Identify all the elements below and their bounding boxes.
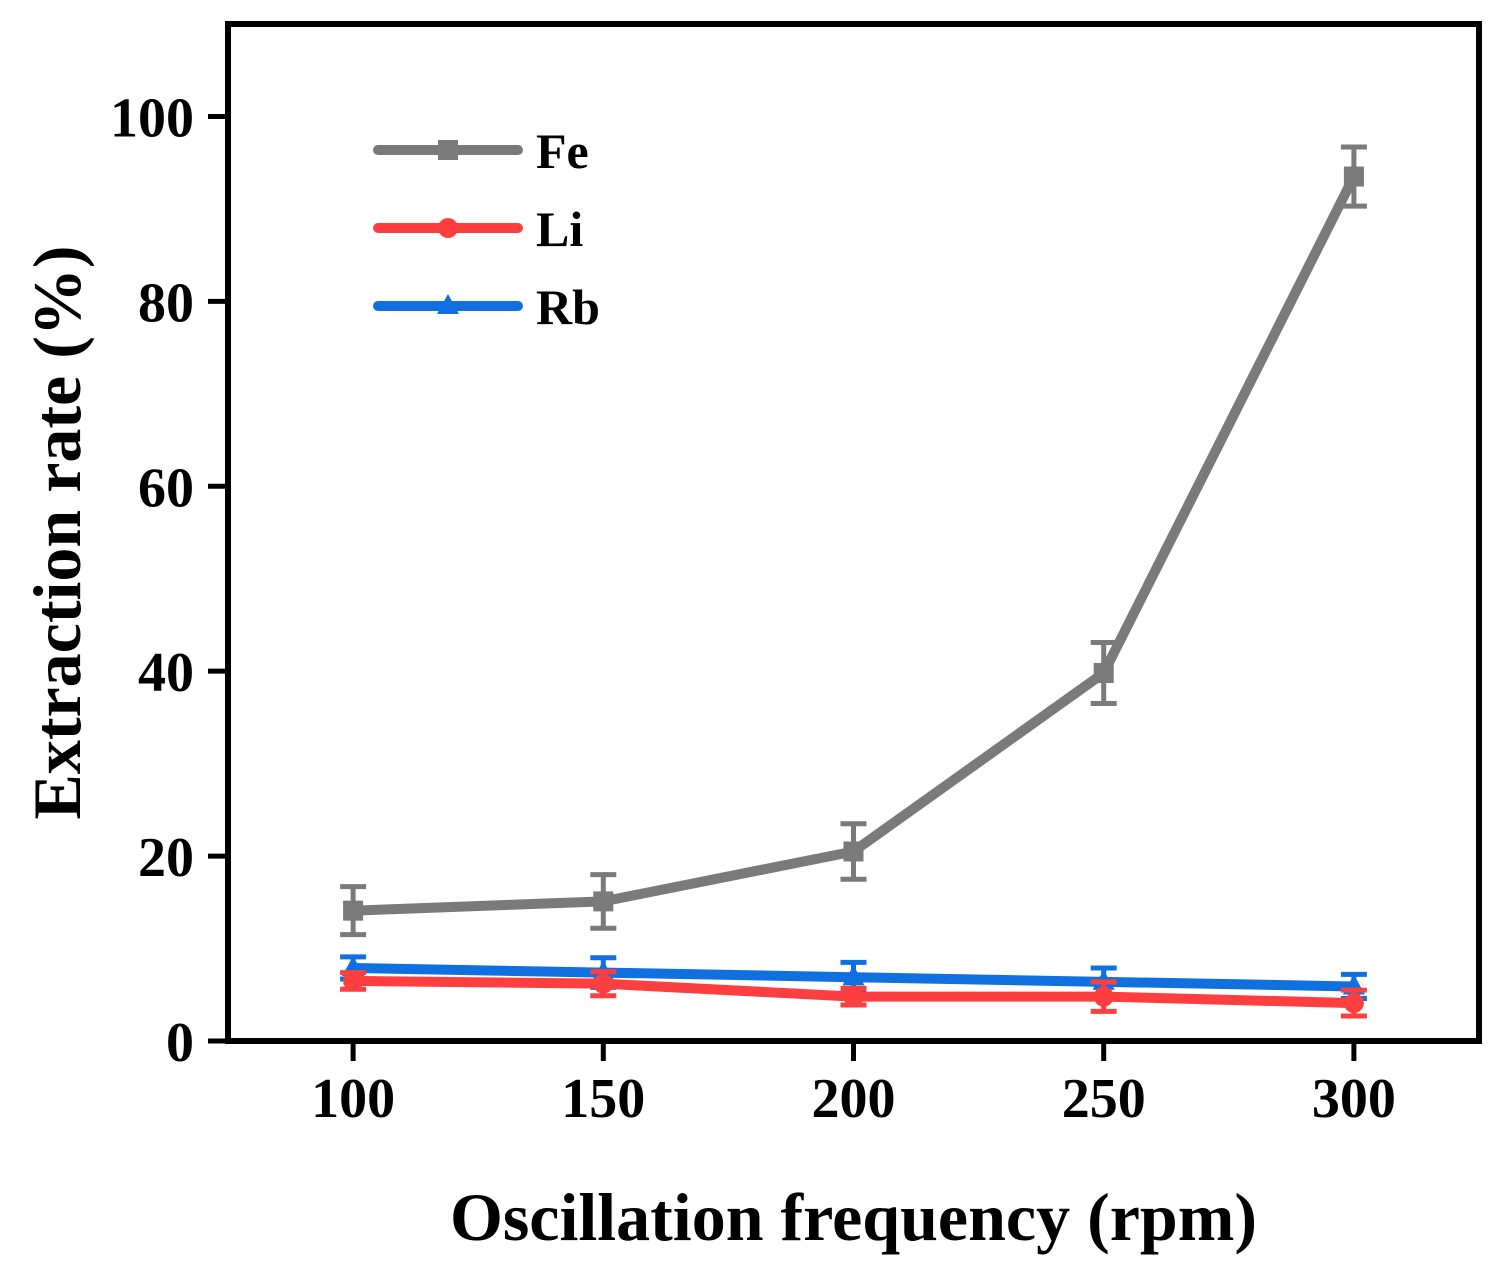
- y-tick-label-100: 100: [110, 87, 194, 149]
- x-tick-label-200: 200: [812, 1068, 896, 1130]
- point-fe-300: [1343, 166, 1364, 187]
- point-li-250: [1093, 986, 1114, 1007]
- legend: Fe Li Rb: [373, 123, 600, 335]
- series-layer: [340, 144, 1367, 1019]
- legend-marker-rb: [437, 294, 459, 314]
- x-axis-title: Oscillation frequency (rpm): [450, 1179, 1257, 1255]
- point-li-150: [593, 973, 614, 994]
- series-line-fe: [352, 174, 1359, 916]
- legend-label-li: Li: [536, 201, 583, 257]
- series-li: [340, 969, 1367, 1019]
- point-rb-200: [842, 965, 865, 986]
- legend-label-rb: Rb: [536, 279, 600, 335]
- legend-marker-li: [438, 218, 458, 238]
- x-tick-label-300: 300: [1312, 1068, 1396, 1130]
- y-axis-title: Extraction rate (%): [19, 245, 95, 819]
- plot-frame: [225, 21, 1482, 1044]
- x-tick-label-150: 150: [561, 1068, 645, 1130]
- point-li-200: [843, 986, 864, 1007]
- x-tick-label-100: 100: [311, 1068, 395, 1130]
- legend-marker-fe: [438, 140, 458, 160]
- y-tick-label-20: 20: [138, 827, 194, 889]
- y-tick-label-40: 40: [138, 642, 194, 704]
- y-tick-label-80: 80: [138, 272, 194, 334]
- legend-item-fe: Fe: [373, 123, 589, 179]
- legend-label-fe: Fe: [536, 123, 589, 179]
- series-fe: [340, 144, 1367, 938]
- y-tick-label-60: 60: [138, 457, 194, 519]
- point-fe-250: [1093, 663, 1114, 684]
- x-tick-label-250: 250: [1062, 1068, 1146, 1130]
- legend-item-li: Li: [373, 201, 583, 257]
- point-fe-100: [343, 900, 364, 921]
- y-tick-label-0: 0: [166, 1012, 194, 1074]
- legend-item-rb: Rb: [373, 279, 600, 335]
- point-fe-200: [843, 841, 864, 862]
- point-li-300: [1343, 993, 1364, 1014]
- tick-layer: 100 150 200 250 300 0 20 40 60 80 100: [110, 87, 1396, 1130]
- point-fe-150: [593, 891, 614, 912]
- point-li-100: [343, 970, 364, 991]
